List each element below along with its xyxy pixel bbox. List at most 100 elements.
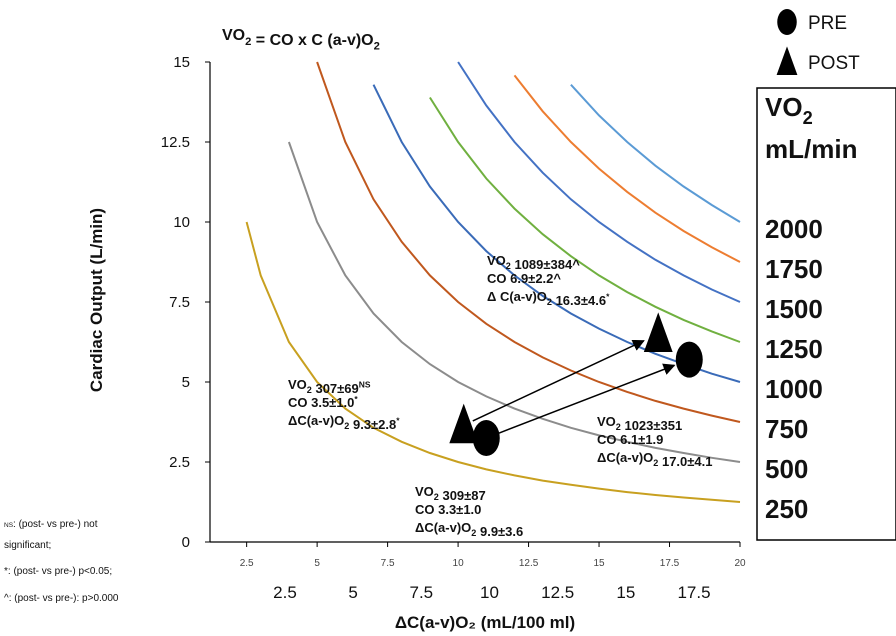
- text-part: 309±87: [439, 488, 486, 503]
- footnote: ^: (post- vs pre-): p>0.000: [4, 593, 119, 604]
- text-part: 16.3±4.6: [552, 293, 606, 308]
- vo2-box: [756, 87, 896, 541]
- y-tick-label: 5: [182, 374, 190, 391]
- subscript: 2: [374, 41, 380, 53]
- iso-vo2-curve: [287, 141, 741, 463]
- box-level-label: 1000: [765, 374, 823, 404]
- text-part: VO: [222, 27, 245, 44]
- x-tick-label: 17.5: [660, 558, 680, 569]
- box-level-label: 1500: [765, 294, 823, 324]
- legend-label: PRE: [808, 13, 847, 34]
- pre-marker: [472, 420, 500, 456]
- text-part: mL/min: [765, 134, 857, 164]
- text-part: CO 6.1±1.9: [597, 432, 663, 447]
- text-part: = CO x C (a-v)O: [251, 32, 373, 49]
- box-level-label: 250: [765, 494, 808, 524]
- text-part: VO: [288, 377, 307, 392]
- annotation-line: VO2 1023±351: [597, 414, 682, 433]
- text-part: 17.0±4.1: [658, 454, 712, 469]
- x-label-lower: 15: [616, 583, 635, 602]
- text-part: CO 6.9±2.2^: [487, 271, 561, 286]
- x-label-lower: 7.5: [410, 583, 434, 602]
- text-part: 1023±351: [621, 418, 682, 433]
- subscript: 2: [506, 261, 511, 271]
- iso-vo2-curve: [457, 61, 741, 303]
- box-level-label: 750: [765, 414, 808, 444]
- x-axis-label: ΔC(a-v)O₂ (mL/100 ml): [395, 613, 575, 632]
- iso-vo2-curve: [245, 221, 741, 503]
- text-part: ΔC(a-v)O: [597, 450, 653, 465]
- legend-symbol: [776, 46, 798, 75]
- x-label-lower: 5: [348, 583, 357, 602]
- x-tick-label: 20: [734, 558, 746, 569]
- x-tick-label: 5: [314, 558, 320, 569]
- annotation-line: VO2 307±69NS: [288, 377, 371, 396]
- subscript: 2: [245, 36, 251, 48]
- y-tick-label: 2.5: [169, 454, 190, 471]
- legend-symbol: [777, 9, 797, 35]
- text-part: VO: [487, 253, 506, 268]
- superscript: *: [606, 292, 610, 302]
- superscript: NS: [359, 380, 371, 390]
- x-tick-label: 15: [593, 558, 605, 569]
- iso-vo2-curve: [372, 84, 741, 383]
- text-part: Δ C(a-v)O: [487, 289, 547, 304]
- text-part: ^: (post- vs pre-): p>0.000: [4, 593, 119, 604]
- x-label-lower: 12.5: [541, 583, 574, 602]
- box-level-label: 1750: [765, 254, 823, 284]
- subscript: 2: [434, 492, 439, 502]
- subscript: 2: [471, 528, 476, 538]
- text-part: VO: [765, 92, 803, 122]
- box-header: VO2: [765, 92, 813, 128]
- annotation-line: CO 3.5±1.0*: [288, 394, 358, 410]
- annotation-line: ΔC(a-v)O2 9.3±2.8*: [288, 413, 400, 432]
- x-label-lower: 17.5: [677, 583, 710, 602]
- text-part: 307±69: [312, 381, 359, 396]
- text-part: : (post- vs pre-) not: [13, 519, 98, 530]
- text-part: *: (post- vs pre-) p<0.05;: [4, 566, 112, 577]
- annotation-line: CO 3.3±1.0: [415, 502, 481, 517]
- subscript: 2: [307, 385, 312, 395]
- box-header: mL/min: [765, 134, 857, 164]
- arrow: [472, 339, 645, 422]
- footnote: significant;: [4, 540, 51, 551]
- text-part: 9.9±3.6: [476, 524, 523, 539]
- y-tick-label: 12.5: [161, 134, 190, 151]
- y-tick-label: 0: [182, 534, 190, 551]
- iso-vo2-curve: [429, 96, 741, 343]
- subscript: 2: [547, 297, 552, 307]
- superscript: *: [354, 394, 358, 404]
- post-marker: [643, 312, 673, 352]
- footnote: NS: (post- vs pre-) not: [4, 519, 98, 530]
- text-part: significant;: [4, 540, 51, 551]
- superscript: *: [396, 416, 400, 426]
- iso-vo2-curve: [570, 84, 741, 223]
- annotation-line: CO 6.1±1.9: [597, 432, 663, 447]
- x-tick-label: 12.5: [519, 558, 539, 569]
- pre-marker: [675, 341, 703, 378]
- text-part: CO 3.3±1.0: [415, 502, 481, 517]
- x-tick-label: 7.5: [381, 558, 395, 569]
- x-tick-label: 10: [453, 558, 465, 569]
- y-tick-label: 7.5: [169, 294, 190, 311]
- superscript: NS: [4, 522, 14, 529]
- footnote: *: (post- vs pre-) p<0.05;: [4, 566, 112, 577]
- text-part: CO 3.5±1.0: [288, 395, 354, 410]
- text-part: ΔC(a-v)O: [288, 413, 344, 428]
- subscript: 2: [616, 422, 621, 432]
- annotation-line: VO2 309±87: [415, 484, 486, 503]
- chart-title: VO2 = CO x C (a-v)O2: [222, 27, 380, 53]
- arrow: [495, 363, 676, 436]
- box-level-label: 2000: [765, 214, 823, 244]
- box-level-label: 500: [765, 454, 808, 484]
- annotation-line: ΔC(a-v)O2 17.0±4.1: [597, 450, 712, 469]
- x-label-lower: 2.5: [273, 583, 297, 602]
- annotation-line: VO2 1089±384^: [487, 253, 580, 272]
- text-part: ΔC(a-v)O: [415, 520, 471, 535]
- legend-label: POST: [808, 53, 860, 74]
- x-label-lower: 10: [480, 583, 499, 602]
- annotation-line: Δ C(a-v)O2 16.3±4.6*: [487, 289, 610, 308]
- post-marker: [449, 403, 479, 444]
- y-tick-label: 10: [173, 214, 190, 231]
